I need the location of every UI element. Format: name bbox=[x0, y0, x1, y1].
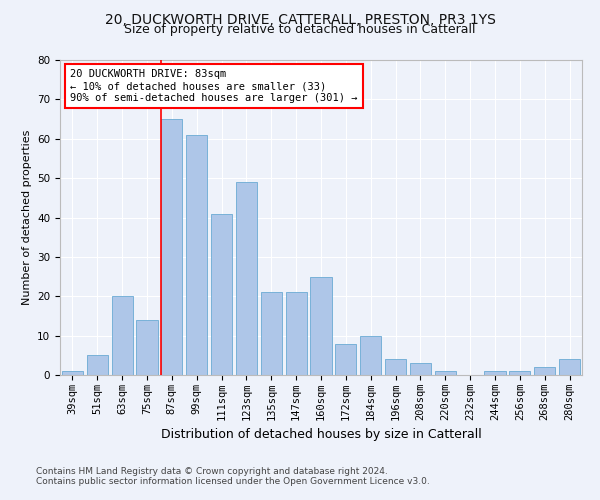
Bar bbox=[335, 344, 356, 375]
Text: 20 DUCKWORTH DRIVE: 83sqm
← 10% of detached houses are smaller (33)
90% of semi-: 20 DUCKWORTH DRIVE: 83sqm ← 10% of detac… bbox=[70, 70, 358, 102]
Bar bbox=[62, 371, 83, 375]
Bar bbox=[87, 356, 108, 375]
Bar bbox=[261, 292, 282, 375]
Y-axis label: Number of detached properties: Number of detached properties bbox=[22, 130, 32, 305]
Bar bbox=[534, 367, 555, 375]
Bar bbox=[559, 359, 580, 375]
Bar bbox=[186, 135, 207, 375]
Bar bbox=[211, 214, 232, 375]
Bar bbox=[435, 371, 456, 375]
Text: Contains public sector information licensed under the Open Government Licence v3: Contains public sector information licen… bbox=[36, 477, 430, 486]
Bar bbox=[310, 276, 332, 375]
X-axis label: Distribution of detached houses by size in Catterall: Distribution of detached houses by size … bbox=[161, 428, 481, 442]
Bar bbox=[509, 371, 530, 375]
Bar bbox=[236, 182, 257, 375]
Text: 20, DUCKWORTH DRIVE, CATTERALL, PRESTON, PR3 1YS: 20, DUCKWORTH DRIVE, CATTERALL, PRESTON,… bbox=[104, 12, 496, 26]
Text: Contains HM Land Registry data © Crown copyright and database right 2024.: Contains HM Land Registry data © Crown c… bbox=[36, 467, 388, 476]
Bar bbox=[136, 320, 158, 375]
Bar bbox=[161, 119, 182, 375]
Bar bbox=[360, 336, 381, 375]
Bar bbox=[410, 363, 431, 375]
Bar bbox=[385, 359, 406, 375]
Bar bbox=[286, 292, 307, 375]
Bar bbox=[112, 296, 133, 375]
Text: Size of property relative to detached houses in Catterall: Size of property relative to detached ho… bbox=[124, 24, 476, 36]
Bar bbox=[484, 371, 506, 375]
